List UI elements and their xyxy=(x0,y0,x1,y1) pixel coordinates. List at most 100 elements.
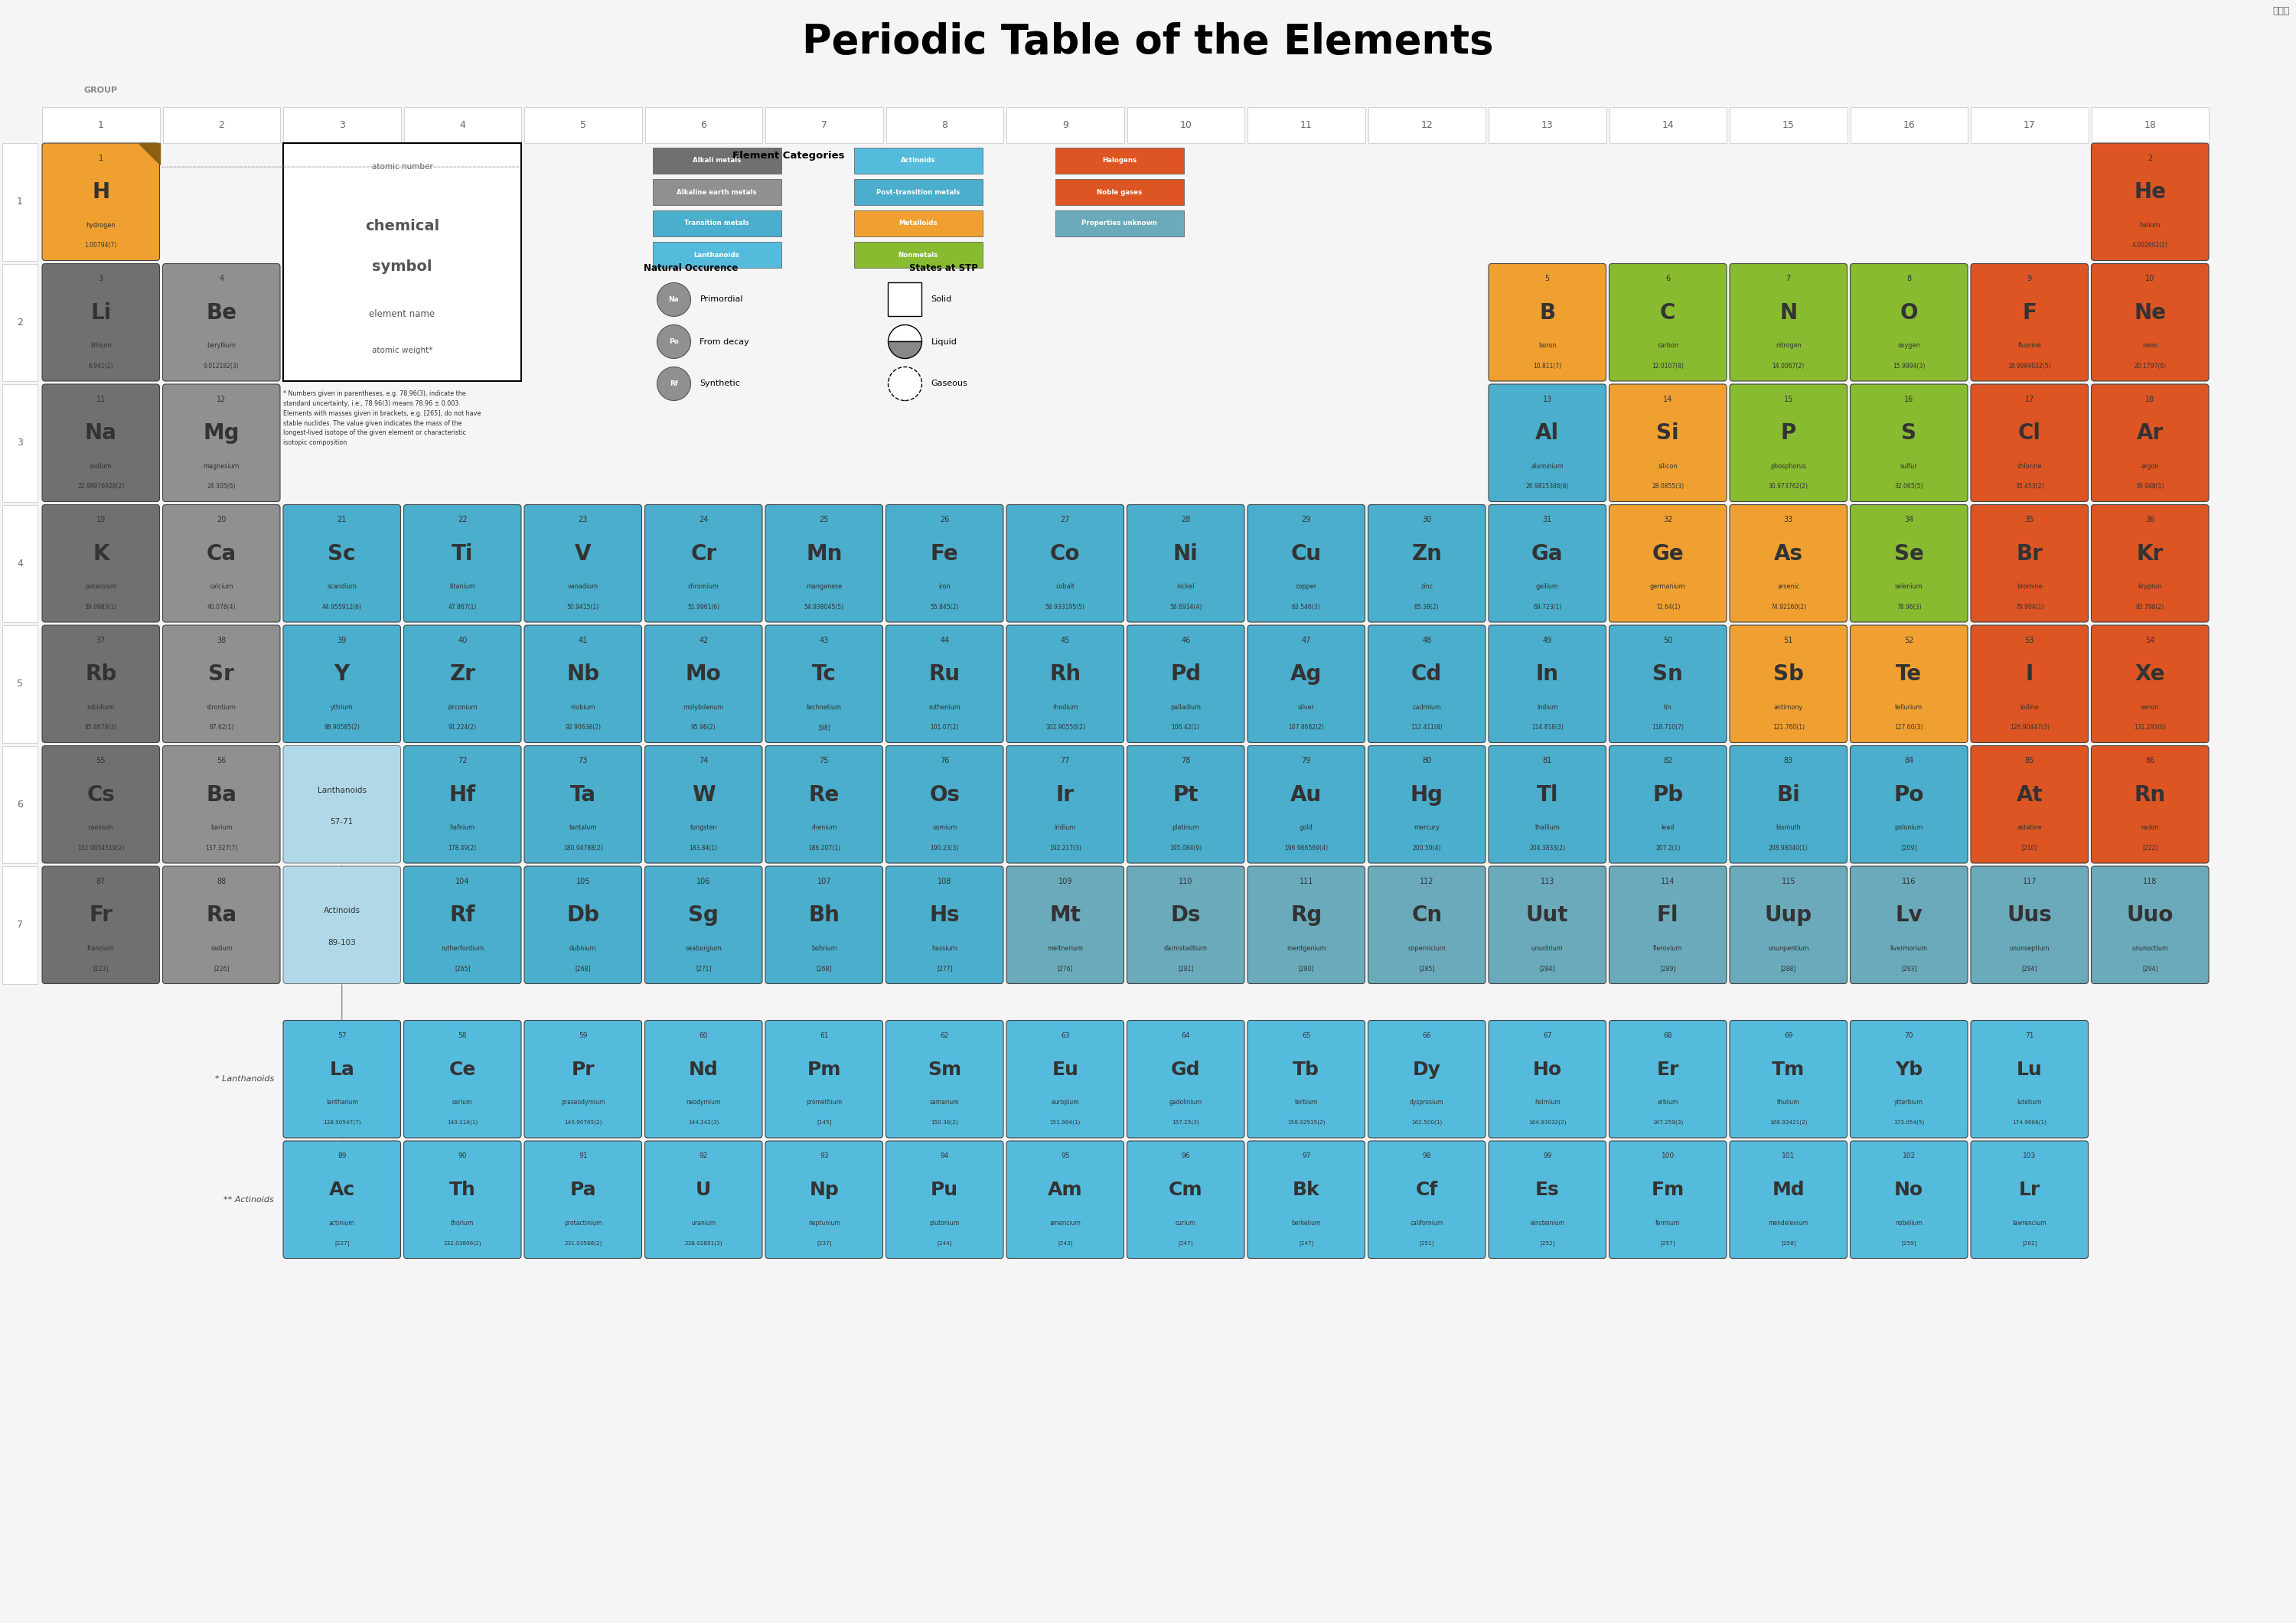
Text: 74: 74 xyxy=(698,758,707,764)
Bar xyxy=(645,107,762,143)
Text: 14: 14 xyxy=(1662,396,1671,403)
Text: 16: 16 xyxy=(1903,120,1915,130)
Text: 89-103: 89-103 xyxy=(328,938,356,946)
Text: Gaseous: Gaseous xyxy=(932,380,967,388)
Text: gadolinium: gadolinium xyxy=(1169,1099,1203,1105)
Text: [251]: [251] xyxy=(1419,1240,1435,1246)
Bar xyxy=(2,505,37,622)
FancyBboxPatch shape xyxy=(1729,505,1846,622)
Text: 2: 2 xyxy=(218,120,225,130)
Text: Metalloids: Metalloids xyxy=(898,221,937,227)
FancyBboxPatch shape xyxy=(1609,1021,1727,1138)
Text: Es: Es xyxy=(1536,1182,1559,1199)
Text: Po: Po xyxy=(668,338,680,346)
Text: States at STP: States at STP xyxy=(909,263,978,274)
Text: Ga: Ga xyxy=(1531,544,1564,565)
Text: Hf: Hf xyxy=(450,784,475,805)
FancyBboxPatch shape xyxy=(1368,505,1486,622)
Text: 10: 10 xyxy=(2144,274,2154,282)
FancyBboxPatch shape xyxy=(282,1021,400,1138)
FancyBboxPatch shape xyxy=(41,745,158,863)
FancyBboxPatch shape xyxy=(41,867,158,984)
Text: lithium: lithium xyxy=(90,342,113,349)
Text: antimony: antimony xyxy=(1775,704,1802,711)
Text: 57-71: 57-71 xyxy=(331,818,354,826)
Text: 69: 69 xyxy=(1784,1032,1793,1039)
Text: Md: Md xyxy=(1773,1182,1805,1199)
FancyBboxPatch shape xyxy=(282,867,400,984)
Bar xyxy=(282,107,400,143)
Text: 12: 12 xyxy=(216,396,225,403)
Text: einsteinium: einsteinium xyxy=(1529,1220,1564,1227)
Text: * Lanthanoids: * Lanthanoids xyxy=(216,1076,273,1083)
FancyBboxPatch shape xyxy=(1970,385,2089,502)
FancyBboxPatch shape xyxy=(1609,263,1727,381)
Text: Tc: Tc xyxy=(813,664,836,685)
Text: 84: 84 xyxy=(1903,758,1913,764)
Text: Transition metals: Transition metals xyxy=(684,221,748,227)
Text: 10: 10 xyxy=(1180,120,1192,130)
Text: 98: 98 xyxy=(1421,1152,1430,1160)
Text: Ba: Ba xyxy=(207,784,236,805)
FancyBboxPatch shape xyxy=(1488,867,1607,984)
Polygon shape xyxy=(138,143,158,164)
FancyBboxPatch shape xyxy=(1247,867,1364,984)
Text: [259]: [259] xyxy=(1901,1240,1917,1246)
Text: 32.065(5): 32.065(5) xyxy=(1894,484,1924,490)
Text: 16: 16 xyxy=(1903,396,1913,403)
Text: 47: 47 xyxy=(1302,636,1311,644)
Text: manganese: manganese xyxy=(806,583,843,591)
Text: Ce: Ce xyxy=(450,1060,475,1079)
Text: 107: 107 xyxy=(817,878,831,885)
Text: nickel: nickel xyxy=(1176,583,1194,591)
Text: hassium: hassium xyxy=(932,945,957,951)
Text: 40: 40 xyxy=(457,636,466,644)
Text: [222]: [222] xyxy=(2142,844,2158,852)
Text: Re: Re xyxy=(808,784,840,805)
FancyBboxPatch shape xyxy=(41,385,158,502)
Text: Kr: Kr xyxy=(2138,544,2163,565)
Text: ununtrium: ununtrium xyxy=(1531,945,1564,951)
Text: ytterbium: ytterbium xyxy=(1894,1099,1924,1105)
Text: 95: 95 xyxy=(1061,1152,1070,1160)
Text: 7: 7 xyxy=(822,120,827,130)
Text: Uup: Uup xyxy=(1766,906,1812,927)
Text: tungsten: tungsten xyxy=(691,824,716,831)
Text: [237]: [237] xyxy=(817,1240,831,1246)
Text: 20: 20 xyxy=(216,516,225,524)
Bar xyxy=(163,107,280,143)
Text: Hs: Hs xyxy=(930,906,960,927)
Text: 116: 116 xyxy=(1901,878,1915,885)
Text: 92: 92 xyxy=(700,1152,707,1160)
Text: 76: 76 xyxy=(939,758,948,764)
Text: 8: 8 xyxy=(941,120,948,130)
Bar xyxy=(1127,107,1244,143)
Text: thorium: thorium xyxy=(450,1220,473,1227)
Text: neptunium: neptunium xyxy=(808,1220,840,1227)
FancyBboxPatch shape xyxy=(2092,745,2209,863)
Text: 162.500(1): 162.500(1) xyxy=(1412,1120,1442,1125)
Text: Nonmetals: Nonmetals xyxy=(898,252,939,258)
Text: Lanthanoids: Lanthanoids xyxy=(693,252,739,258)
FancyBboxPatch shape xyxy=(1970,867,2089,984)
Bar xyxy=(652,179,781,204)
Text: dysprosium: dysprosium xyxy=(1410,1099,1444,1105)
Text: 42: 42 xyxy=(698,636,707,644)
Text: Properties unknown: Properties unknown xyxy=(1081,221,1157,227)
Text: [244]: [244] xyxy=(937,1240,953,1246)
Text: Ir: Ir xyxy=(1056,784,1075,805)
Text: 9.012182(3): 9.012182(3) xyxy=(204,362,239,370)
Text: 53: 53 xyxy=(2025,636,2034,644)
Text: Actinoids: Actinoids xyxy=(324,907,360,915)
Text: 41: 41 xyxy=(579,636,588,644)
Text: 14.0067(2): 14.0067(2) xyxy=(1773,362,1805,370)
Text: Periodic Table of the Elements: Periodic Table of the Elements xyxy=(801,23,1495,62)
Text: 91: 91 xyxy=(579,1152,588,1160)
Text: Zr: Zr xyxy=(450,664,475,685)
Text: Ge: Ge xyxy=(1651,544,1683,565)
Text: 80: 80 xyxy=(1421,758,1430,764)
Text: 7: 7 xyxy=(1786,274,1791,282)
Text: 18: 18 xyxy=(2144,396,2154,403)
Text: sodium: sodium xyxy=(90,463,113,469)
FancyBboxPatch shape xyxy=(1851,385,1968,502)
